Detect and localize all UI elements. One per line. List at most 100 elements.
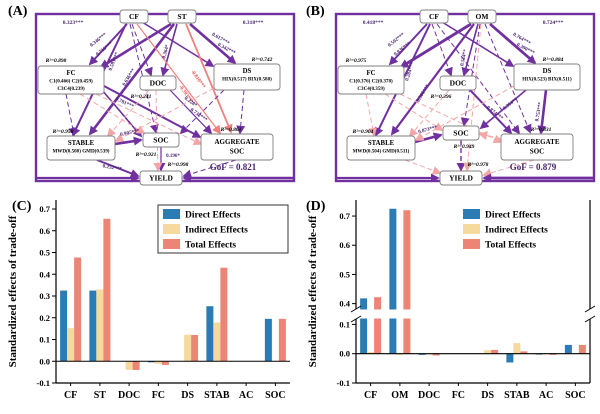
node-box-SOC: [142, 132, 180, 148]
edge-ST-to-AGGREGATE-SOC: [185, 23, 233, 134]
path-coefficient-label: 0.418***: [363, 20, 384, 26]
node-box-DOC: [139, 75, 177, 91]
y-tick-label: -0.1: [337, 378, 350, 388]
path-coefficient-label: 0.724***: [543, 20, 564, 26]
x-tick-label: OM: [391, 390, 409, 401]
x-tick-label: DS: [181, 390, 194, 401]
edge-CF-to-AGGREGATE-SOC: [436, 23, 521, 135]
bar-FC-total-effects: [161, 361, 169, 365]
x-tick-label: SOC: [565, 390, 586, 401]
bar-OM-total-effects: [403, 210, 411, 354]
node-box-DS: [213, 63, 281, 91]
node-label: YIELD: [449, 174, 473, 183]
edge-DS-to-STABLE: [414, 85, 515, 141]
diagram-panel-b: 0.418*** 0.724***0.502***0.836***0.284***…: [334, 9, 596, 186]
node-DOC: DOC: [439, 75, 477, 91]
node-box-DOC: [439, 75, 477, 91]
panel-tag-a: (A): [8, 4, 28, 19]
node-label: AGGREGATE: [515, 138, 560, 146]
edge-OM-to-AGGREGATE-SOC: [484, 23, 532, 134]
barchart-panel-c: -0.1 0.0 0.1 0.2 0.3 0.4 0.5 0.6 0.7 CF ST DOC FC DS S…: [7, 200, 290, 401]
node-label: STABLE: [368, 140, 395, 147]
edge-DOC-to-STABLE: [408, 89, 450, 138]
edge-FC-to-AGGREGATE-SOC: [399, 93, 503, 143]
axis-break-slash: [584, 315, 596, 323]
y-tick-label: 0.5: [339, 269, 350, 279]
node-box-STABLE: [346, 135, 416, 161]
legend-swatch: [163, 239, 180, 249]
edge-DS-to-AGGREGATE-SOC: [236, 89, 246, 135]
path-coefficient-label: 0.284***: [404, 61, 416, 82]
edge-OM-to-DOC: [461, 23, 479, 77]
edge-STABLE-to-SOC: [114, 136, 143, 146]
edge-AGGREGATE-SOC-to-YIELD: [482, 159, 535, 178]
x-tick-label: ST: [94, 390, 107, 401]
legend-swatch: [463, 239, 480, 249]
path-coefficient-label: 0.364*: [161, 44, 171, 60]
path-coefficient-label: 0.753***: [534, 101, 543, 122]
x-tick-label: SOC: [265, 390, 286, 401]
edge-DS-to-SOC: [479, 89, 527, 130]
r-squared-label: R²=0.898: [45, 58, 67, 64]
edge-ST-to-FC: [99, 22, 172, 69]
diagram-panel-a: 0.323*** 0.318***0.346***0.716*** 0.364*0.…: [34, 9, 296, 186]
x-tick-label: FC: [152, 390, 165, 401]
y-tick-label: 0.7: [39, 204, 50, 214]
bar-CF-total-effects: [74, 257, 82, 362]
edge-FC-to-SOC: [79, 93, 146, 134]
bar-FC-indirect-effects: [154, 361, 162, 364]
x-tick-label: AC: [539, 390, 553, 401]
edge-DS-to-AGGREGATE-SOC: [537, 89, 548, 135]
node-label: HIX(0.523) BIX(0.511): [522, 76, 572, 83]
edge-OM-to-YIELD: [463, 23, 482, 172]
panel-tag-b: (B): [306, 4, 325, 19]
node-box-YIELD: [439, 170, 483, 186]
node-CF: CF: [419, 9, 449, 24]
edge-FC-to-STABLE: [65, 93, 78, 137]
node-ST: ST: [167, 9, 197, 24]
path-coefficient-label: GoF = 0.879: [510, 162, 557, 172]
bar-AC-total-effects: [549, 353, 557, 355]
bar-CF-indirect-effects: [367, 351, 375, 354]
path-coefficient-label: -0.810***: [189, 69, 206, 90]
y-tick-label: 0.5: [39, 248, 50, 258]
node-box-CF: [419, 9, 449, 24]
node-AGGREGATE-SOC: AGGREGATE SOC: [200, 133, 274, 161]
node-box-FC: [37, 65, 105, 95]
legend-label: Indirect Effects: [485, 226, 548, 236]
bar-STAB-direct-effects: [206, 306, 214, 362]
path-coefficient-label: 0.873***: [418, 125, 439, 136]
node-box-ST: [167, 9, 197, 24]
node-label: SOC: [453, 129, 468, 138]
y-tick-label: 0.4: [39, 269, 50, 279]
path-coefficient-label: 0.354**: [502, 96, 519, 111]
r-squared-label: R²=0.978: [467, 162, 489, 168]
y-tick-label: 0.6: [39, 226, 50, 236]
node-label: YIELD: [149, 174, 173, 183]
bar-SOC-total-effects: [278, 318, 286, 362]
node-label: SOC: [153, 136, 168, 145]
bar-STAB-total-effects: [220, 267, 228, 362]
panel-tag-c: (C): [12, 199, 32, 214]
bar-DS-indirect-effects: [184, 334, 192, 362]
path-coefficient-label: 0.318***: [243, 20, 264, 26]
edge-OM-to-SOC: [460, 23, 481, 127]
edge-ST-to-DS: [189, 23, 237, 65]
node-box-AGGREGATE-SOC: [500, 133, 574, 161]
bar-CF-indirect-effects: [67, 328, 75, 362]
node-label: FC: [66, 70, 75, 77]
edge-CF-to-AGGREGATE-SOC: [136, 23, 222, 135]
node-box-AGGREGATE-SOC: [200, 133, 274, 161]
edge-CF-to-DOC: [431, 23, 453, 77]
bar-DOC-total-effects: [432, 353, 440, 356]
node-label: SOC: [230, 148, 244, 156]
y-tick-label: 0.3: [39, 291, 50, 301]
y-tick-label: 0.0: [339, 349, 350, 359]
edge-CF-to-SOC: [129, 23, 159, 134]
legend-label: Total Effects: [485, 241, 536, 251]
bar-STAB-total-effects: [520, 351, 528, 354]
node-YIELD: YIELD: [439, 170, 483, 186]
